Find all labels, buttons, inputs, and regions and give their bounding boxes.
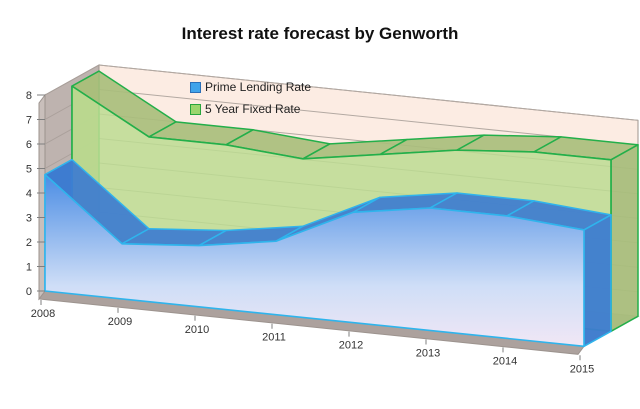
gridline (98, 89, 639, 146)
legend-swatch-5-year-fixed-rate (190, 104, 201, 115)
y-tick-label: 2 (26, 237, 32, 249)
y-tick-label: 3 (26, 213, 32, 225)
area-right-cap (610, 144, 639, 333)
legend: Prime Lending Rate 5 Year Fixed Rate (190, 81, 311, 116)
area-front-face (44, 173, 585, 348)
x-axis: 2008 2009 2010 2011 2012 2013 2014 2015 (31, 300, 594, 375)
chart-title: Interest rate forecast by Genworth (181, 24, 459, 43)
y-tick-label: 1 (26, 262, 32, 274)
y-tick-label: 4 (26, 188, 32, 200)
x-tick-label: 2008 (31, 308, 55, 320)
y-tick-label: 0 (26, 286, 32, 298)
legend-label-prime-lending-rate: Prime Lending Rate (205, 80, 312, 94)
y-axis: 0 1 2 3 4 5 6 7 8 (26, 90, 45, 298)
legend-label-5-year-fixed-rate: 5 Year Fixed Rate (205, 102, 301, 116)
legend-swatch-prime-lending-rate (190, 82, 201, 93)
y-tick-label: 7 (26, 115, 32, 127)
legend-item-5-year-fixed-rate: 5 Year Fixed Rate (190, 103, 311, 116)
x-tick-label: 2010 (185, 324, 209, 336)
x-tick-label: 2015 (570, 363, 594, 375)
legend-item-prime-lending-rate: Prime Lending Rate (190, 81, 311, 94)
area-right-cap (583, 214, 612, 348)
gridline (98, 64, 639, 121)
x-tick-label: 2014 (493, 355, 517, 367)
x-tick-label: 2012 (339, 340, 363, 352)
x-tick-label: 2011 (262, 332, 286, 344)
y-tick-label: 5 (26, 164, 32, 176)
x-tick-label: 2009 (108, 316, 132, 328)
series-prime-lending-rate (44, 158, 612, 348)
x-tick-label: 2013 (416, 348, 440, 360)
y-tick-label: 6 (26, 139, 32, 151)
y-tick-label: 8 (26, 90, 32, 102)
side-gridline (44, 64, 100, 96)
left-wall-front-facet (38, 93, 46, 301)
